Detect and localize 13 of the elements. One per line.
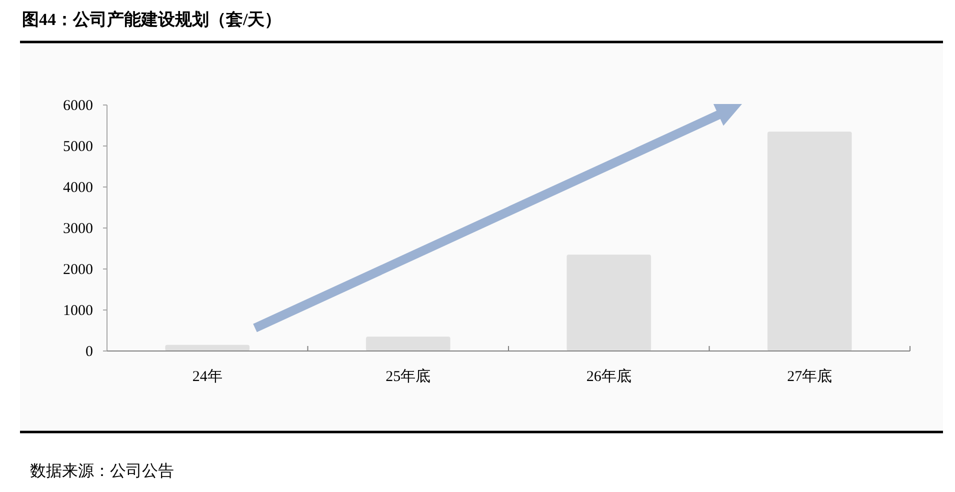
source-note: 数据来源：公司公告 (30, 462, 174, 480)
y-tick-label: 3000 (63, 221, 93, 237)
x-tick-label: 24年 (192, 368, 222, 385)
x-tick-label: 27年底 (787, 368, 832, 385)
x-tick-label: 26年底 (586, 368, 632, 385)
y-tick-label: 5000 (63, 139, 93, 155)
y-tick-label: 1000 (63, 303, 93, 319)
y-tick-label: 6000 (63, 98, 93, 114)
chart-title: 图44：公司产能建设规划（套/天） (22, 10, 282, 29)
y-tick-label: 0 (86, 344, 93, 360)
x-tick-label: 25年底 (386, 368, 431, 385)
y-tick-label: 2000 (63, 262, 93, 278)
y-tick-label: 4000 (63, 180, 93, 196)
